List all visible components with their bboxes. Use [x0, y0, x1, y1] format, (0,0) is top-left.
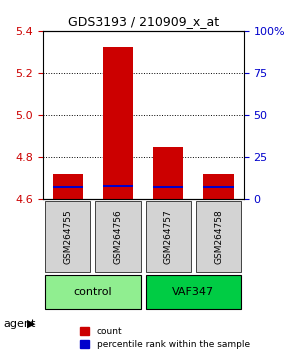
Bar	[53, 174, 83, 199]
Text: ▶: ▶	[27, 319, 35, 329]
Legend: count, percentile rank within the sample: count, percentile rank within the sample	[77, 323, 253, 353]
FancyBboxPatch shape	[45, 201, 90, 272]
Text: GSM264757: GSM264757	[164, 209, 173, 264]
FancyBboxPatch shape	[95, 201, 141, 272]
Text: GSM264756: GSM264756	[113, 209, 122, 264]
Bar	[153, 147, 183, 199]
FancyBboxPatch shape	[196, 201, 241, 272]
Bar	[53, 185, 83, 188]
Bar	[153, 186, 183, 188]
Text: VAF347: VAF347	[172, 287, 214, 297]
FancyBboxPatch shape	[146, 275, 241, 309]
Text: GSM264758: GSM264758	[214, 209, 223, 264]
Text: GSM264755: GSM264755	[63, 209, 72, 264]
Bar	[203, 174, 234, 199]
Text: agent: agent	[3, 319, 35, 329]
FancyBboxPatch shape	[146, 201, 191, 272]
Bar	[103, 47, 133, 199]
Title: GDS3193 / 210909_x_at: GDS3193 / 210909_x_at	[68, 15, 219, 28]
Bar	[103, 185, 133, 187]
Text: control: control	[74, 287, 112, 297]
Bar	[203, 186, 234, 188]
FancyBboxPatch shape	[45, 275, 141, 309]
